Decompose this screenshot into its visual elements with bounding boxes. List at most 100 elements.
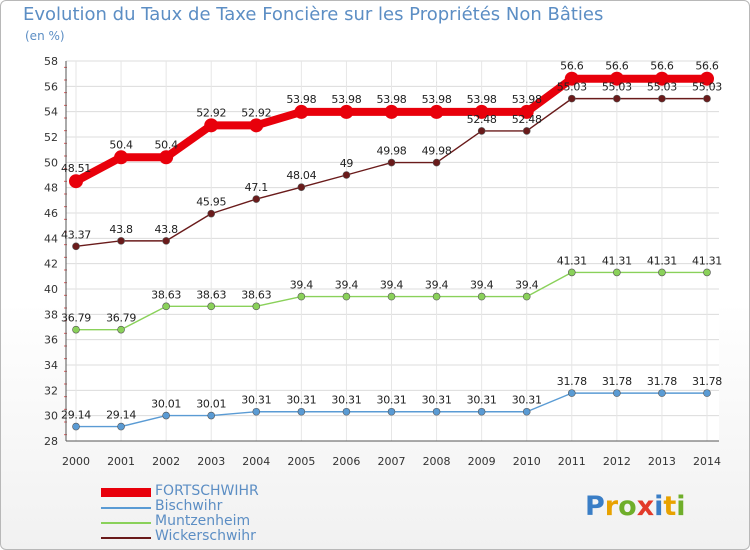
legend-swatch — [101, 507, 151, 509]
data-label-bischwihr: 30.31 — [377, 394, 407, 407]
data-point-wickerschwihr — [117, 237, 125, 245]
x-tick-label: 2011 — [558, 455, 586, 468]
y-axis-unit: (en %) — [25, 29, 65, 43]
data-label-fortschwihr: 53.98 — [377, 93, 407, 106]
x-tick-label: 2014 — [693, 455, 721, 468]
logo-letter: i — [676, 491, 686, 522]
y-tick-label: 32 — [44, 384, 58, 397]
y-tick-label: 52 — [44, 131, 58, 144]
logo-letter: o — [618, 491, 637, 522]
data-label-bischwihr: 30.31 — [512, 394, 542, 407]
data-point-wickerschwihr — [567, 94, 576, 103]
data-point-fortschwihr — [609, 71, 624, 86]
data-point-muntzenheim — [72, 325, 80, 334]
data-label-wickerschwihr: 49.98 — [377, 145, 407, 158]
data-label-bischwihr: 31.78 — [647, 375, 677, 388]
data-label-bischwihr: 30.31 — [467, 394, 497, 407]
x-tick-label: 2001 — [107, 455, 135, 468]
data-point-bischwihr — [72, 422, 80, 431]
data-point-bischwihr — [432, 407, 441, 416]
data-point-muntzenheim — [432, 292, 441, 301]
data-point-wickerschwihr — [72, 242, 80, 251]
data-label-muntzenheim: 41.31 — [647, 254, 677, 267]
data-point-wickerschwihr — [703, 94, 711, 103]
x-tick-label: 2013 — [648, 455, 676, 468]
y-tick-label: 40 — [44, 283, 58, 296]
data-label-muntzenheim: 39.4 — [425, 279, 449, 292]
x-tick-label: 2009 — [468, 455, 496, 468]
y-tick-label: 46 — [44, 207, 58, 220]
y-tick-label: 36 — [44, 334, 58, 347]
legend-label: Bischwihr — [155, 498, 223, 514]
data-label-wickerschwihr: 48.04 — [286, 169, 316, 182]
data-point-wickerschwihr — [477, 127, 486, 135]
data-label-bischwihr: 31.78 — [602, 375, 632, 388]
logo-letter: t — [663, 491, 677, 522]
data-point-bischwihr — [522, 407, 531, 416]
data-label-wickerschwihr: 52.48 — [467, 113, 497, 126]
data-point-wickerschwihr — [522, 127, 531, 135]
data-point-muntzenheim — [162, 302, 170, 311]
y-tick-label: 38 — [44, 308, 58, 321]
legend-swatch — [101, 488, 151, 497]
x-tick-label: 2003 — [197, 455, 225, 468]
data-point-fortschwihr — [384, 104, 399, 119]
data-label-bischwihr: 30.01 — [151, 398, 181, 411]
data-label-fortschwihr: 48.51 — [61, 162, 91, 175]
legend-label: Muntzenheim — [155, 513, 251, 529]
data-label-muntzenheim: 39.4 — [470, 279, 494, 292]
data-point-bischwihr — [567, 389, 576, 397]
data-point-fortschwihr — [114, 150, 129, 165]
data-point-fortschwihr — [519, 104, 534, 119]
x-tick-label: 2010 — [513, 455, 541, 468]
data-point-fortschwihr — [294, 104, 309, 119]
data-point-bischwihr — [297, 407, 306, 416]
data-label-wickerschwihr: 43.8 — [109, 223, 133, 236]
data-point-bischwihr — [613, 389, 621, 397]
data-label-bischwihr: 30.01 — [196, 398, 226, 411]
data-point-bischwihr — [162, 411, 170, 420]
data-label-muntzenheim: 38.63 — [196, 288, 226, 301]
data-label-wickerschwihr: 43.37 — [61, 228, 91, 241]
data-label-fortschwihr: 52.92 — [241, 106, 271, 119]
data-label-muntzenheim: 38.63 — [241, 288, 271, 301]
data-label-fortschwihr: 53.98 — [512, 93, 542, 106]
data-point-muntzenheim — [297, 292, 306, 301]
data-label-muntzenheim: 38.63 — [151, 288, 181, 301]
legend-label: FORTSCHWIHR — [155, 483, 259, 499]
data-point-fortschwihr — [700, 71, 714, 86]
data-point-bischwihr — [117, 422, 125, 431]
y-tick-label: 42 — [44, 258, 58, 271]
data-label-muntzenheim: 36.79 — [61, 312, 91, 325]
x-tick-label: 2012 — [603, 455, 631, 468]
data-label-muntzenheim: 36.79 — [106, 312, 136, 325]
data-label-wickerschwihr: 49.98 — [422, 145, 452, 158]
data-label-bischwihr: 31.78 — [692, 375, 722, 388]
data-label-wickerschwihr: 45.95 — [196, 196, 226, 209]
legend-swatch — [101, 537, 151, 539]
data-label-muntzenheim: 39.4 — [290, 279, 314, 292]
data-point-muntzenheim — [207, 302, 216, 311]
y-tick-label: 48 — [44, 182, 58, 195]
data-label-wickerschwihr: 55.03 — [692, 81, 722, 94]
data-point-bischwihr — [658, 389, 666, 397]
logo-letter: P — [585, 491, 605, 522]
data-point-fortschwihr — [429, 104, 444, 119]
x-tick-label: 2006 — [332, 455, 360, 468]
data-label-muntzenheim: 39.4 — [380, 279, 404, 292]
chart-title: Evolution du Taux de Taxe Foncière sur l… — [23, 4, 604, 25]
data-label-wickerschwihr: 55.03 — [647, 81, 677, 94]
data-label-fortschwihr: 50.4 — [109, 138, 133, 151]
data-point-muntzenheim — [613, 268, 621, 277]
x-tick-label: 2004 — [242, 455, 270, 468]
y-tick-label: 34 — [44, 359, 58, 372]
data-label-wickerschwihr: 47.1 — [245, 181, 268, 194]
data-label-fortschwihr: 52.92 — [196, 106, 226, 119]
data-point-muntzenheim — [703, 268, 711, 277]
data-label-fortschwihr: 53.98 — [467, 93, 497, 106]
x-tick-label: 2005 — [287, 455, 315, 468]
data-label-bischwihr: 30.31 — [241, 394, 271, 407]
data-point-muntzenheim — [252, 302, 261, 311]
data-label-fortschwihr: 56.6 — [695, 60, 719, 73]
data-label-bischwihr: 29.14 — [61, 409, 91, 422]
